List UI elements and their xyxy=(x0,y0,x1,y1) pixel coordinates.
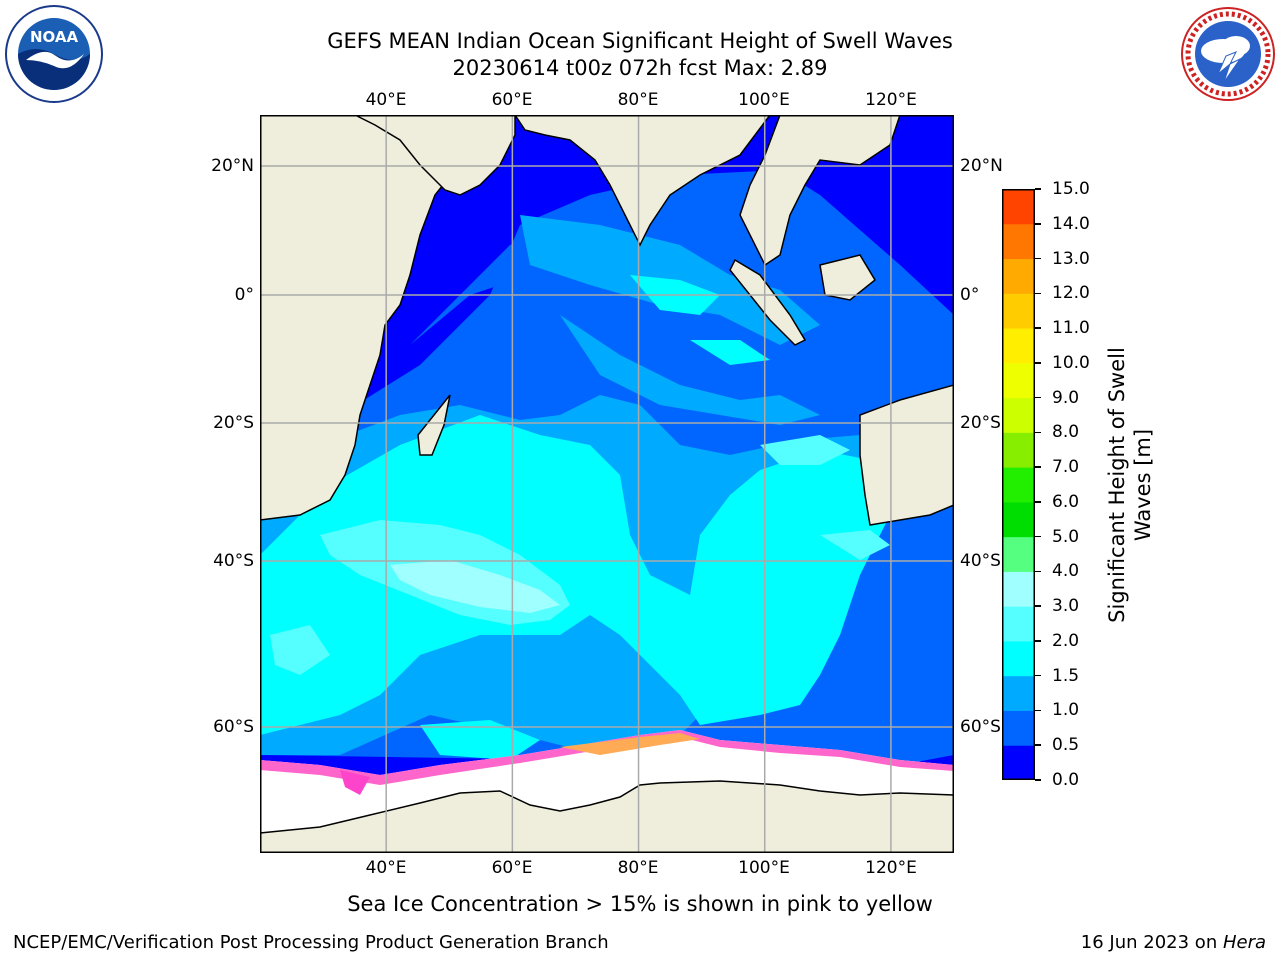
noaa-logo-text: NOAA xyxy=(30,28,79,46)
colorbar-tick-mark xyxy=(1035,709,1041,712)
colorbar xyxy=(1002,189,1035,781)
lat-tick-right-0: 0° xyxy=(960,285,980,305)
lon-tick-bottom-80e: 80°E xyxy=(617,858,659,878)
sea-ice-note: Sea Ice Concentration > 15% is shown in … xyxy=(347,892,933,916)
lat-tick-left-0: 0° xyxy=(234,285,254,305)
lon-tick-top-100e: 100°E xyxy=(738,90,790,110)
swell-band-1p5-2p0 xyxy=(260,275,900,760)
graticule xyxy=(260,115,954,853)
noaa-logo: NOAA xyxy=(4,4,104,104)
colorbar-tick-label: 0.0 xyxy=(1052,770,1080,790)
colorbar-tick-label: 0.5 xyxy=(1052,735,1080,756)
colorbar-tick-label: 4.0 xyxy=(1052,561,1080,582)
colorbar-tick-mark xyxy=(1035,188,1041,190)
lon-tick-top-60e: 60°E xyxy=(491,90,533,110)
colorbar-tick-label: 15.0 xyxy=(1052,179,1090,199)
colorbar-segment xyxy=(1002,397,1035,433)
colorbar-tick-mark xyxy=(1035,744,1041,746)
colorbar-tick-label: 14.0 xyxy=(1052,213,1090,234)
colorbar-tick-mark xyxy=(1035,501,1041,503)
footer-date-text: 16 Jun 2023 on xyxy=(1080,932,1223,953)
colorbar-segment xyxy=(1002,571,1035,607)
colorbar-tick-label: 13.0 xyxy=(1052,248,1090,269)
colorbar-tick-label: 9.0 xyxy=(1052,387,1080,408)
colorbar-tick-mark xyxy=(1035,674,1041,677)
colorbar-tick-mark xyxy=(1035,779,1041,781)
colorbar-segment xyxy=(1002,675,1035,711)
footer-machine: Hera xyxy=(1222,932,1266,953)
colorbar-segment xyxy=(1002,745,1035,781)
colorbar-segment xyxy=(1002,640,1035,677)
lat-tick-left-20s: 20°S xyxy=(213,413,254,433)
colorbar-tick-label: 8.0 xyxy=(1052,422,1080,443)
colorbar-tick-mark xyxy=(1035,257,1041,260)
colorbar-tick-mark xyxy=(1035,431,1041,434)
land-india xyxy=(514,115,771,247)
colorbar-tick-mark xyxy=(1035,466,1041,468)
lat-tick-right-40s: 40°S xyxy=(960,551,1001,571)
colorbar-tick-mark xyxy=(1035,570,1041,573)
colorbar-tick-mark xyxy=(1035,640,1041,642)
colorbar-segment xyxy=(1002,293,1035,329)
colorbar-tick-label: 1.0 xyxy=(1052,700,1080,721)
lat-tick-left-20n: 20°N xyxy=(211,156,254,176)
colorbar-segment xyxy=(1002,432,1035,468)
colorbar-tick-mark xyxy=(1035,223,1041,225)
chart-title-line1: GEFS MEAN Indian Ocean Significant Heigh… xyxy=(327,29,953,53)
colorbar-tick-label: 12.0 xyxy=(1052,283,1090,304)
footer-date: 16 Jun 2023 on Hera xyxy=(1081,932,1266,954)
land-madagascar xyxy=(417,394,451,456)
indian-ocean-swell-map xyxy=(260,115,954,853)
lon-tick-bottom-60e: 60°E xyxy=(491,858,533,878)
land-arabia xyxy=(354,115,516,196)
land-antarctica xyxy=(260,780,954,853)
lat-tick-left-40s: 40°S xyxy=(213,551,254,571)
colorbar-segment xyxy=(1002,189,1035,225)
colorbar-segment xyxy=(1002,710,1035,746)
colorbar-tick-mark xyxy=(1035,535,1041,538)
land-australia xyxy=(859,384,954,526)
colorbar-segment xyxy=(1002,258,1035,294)
chart-title-line2: 20230614 t00z 072h fcst Max: 2.89 xyxy=(452,56,828,80)
lon-tick-top-80e: 80°E xyxy=(617,90,659,110)
lon-tick-top-120e: 120°E xyxy=(865,90,917,110)
colorbar-tick-mark xyxy=(1035,605,1041,607)
colorbar-tick-mark xyxy=(1035,292,1041,295)
colorbar-tick-label: 5.0 xyxy=(1052,526,1080,547)
colorbar-tick-label: 11.0 xyxy=(1052,318,1090,339)
colorbar-tick-label: 3.0 xyxy=(1052,596,1080,617)
lon-tick-top-40e: 40°E xyxy=(365,90,407,110)
lon-tick-bottom-100e: 100°E xyxy=(738,858,790,878)
colorbar-tick-mark xyxy=(1035,362,1041,364)
lon-tick-bottom-120e: 120°E xyxy=(865,858,917,878)
swell-band-max xyxy=(390,560,560,613)
colorbar-title: Significant Height of Swell Waves [m] xyxy=(1105,347,1155,623)
colorbar-tick-label: 2.0 xyxy=(1052,630,1080,651)
national-weather-service-logo xyxy=(1178,4,1278,104)
colorbar-segment xyxy=(1002,362,1035,399)
colorbar-tick-mark xyxy=(1035,396,1041,399)
map-frame xyxy=(260,115,954,853)
colorbar-frame xyxy=(1002,189,1035,780)
colorbar-tick-label: 10.0 xyxy=(1052,352,1090,373)
lat-tick-left-60s: 60°S xyxy=(213,717,254,737)
colorbar-tick-mark xyxy=(1035,327,1041,329)
colorbar-segment xyxy=(1002,536,1035,572)
lat-tick-right-20s: 20°S xyxy=(960,413,1001,433)
colorbar-segment xyxy=(1002,223,1035,260)
colorbar-segment xyxy=(1002,606,1035,642)
land-southeast-asia xyxy=(729,115,901,346)
colorbar-segment xyxy=(1002,328,1035,364)
colorbar-tick-label: 6.0 xyxy=(1052,491,1080,512)
colorbar-segment xyxy=(1002,501,1035,538)
lon-tick-bottom-40e: 40°E xyxy=(365,858,407,878)
colorbar-tick-label: 1.5 xyxy=(1052,665,1080,686)
lat-tick-right-20n: 20°N xyxy=(960,156,1003,176)
colorbar-tick-label: 7.0 xyxy=(1052,457,1080,478)
colorbar-segment xyxy=(1002,467,1035,503)
lat-tick-right-60s: 60°S xyxy=(960,717,1001,737)
footer-credit: NCEP/EMC/Verification Post Processing Pr… xyxy=(13,932,609,953)
